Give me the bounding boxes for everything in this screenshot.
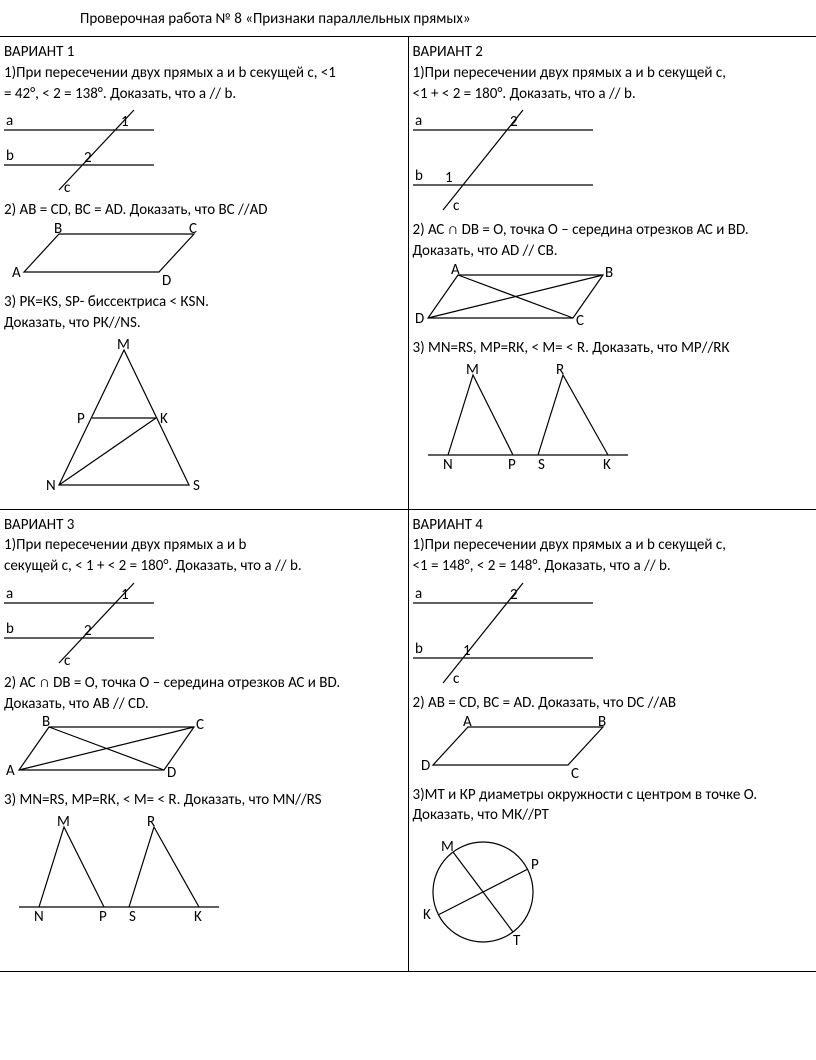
svg-text:c: c [64,652,71,668]
svg-text:N: N [443,456,453,470]
svg-text:M: M [441,838,454,856]
svg-text:2: 2 [84,149,92,167]
svg-text:R: R [556,361,564,379]
variant-2-cell: ВАРИАНТ 2 1)При пересечении двух прямых … [408,37,816,510]
svg-text:a: a [6,585,13,603]
svg-text:c: c [64,179,71,195]
svg-text:C: C [196,716,204,734]
text-line: Доказать, что РК//NS. [4,314,404,333]
text-line: 1)При пересечении двух прямых a и b секу… [413,64,813,83]
variant-heading: ВАРИАНТ 4 [413,516,813,535]
svg-text:B: B [42,715,50,731]
diagram-transversal-4: a b c 2 1 [413,578,813,688]
svg-text:a: a [415,112,422,130]
svg-text:C: C [571,765,579,780]
text-line: секущей c, < 1 + < 2 = 180°. Доказать, ч… [4,557,404,576]
svg-text:b: b [6,620,14,638]
svg-text:M: M [57,813,70,831]
svg-text:c: c [453,197,460,215]
svg-text:1: 1 [121,586,129,604]
svg-text:D: D [167,764,176,782]
diagram-parallelogram-4: A B D C [413,715,813,780]
svg-text:S: S [129,908,136,922]
svg-text:A: A [451,263,460,279]
svg-text:B: B [54,222,62,238]
svg-text:T: T [513,932,521,950]
svg-text:N: N [34,908,44,922]
svg-text:M: M [466,361,479,379]
text-line: Доказать, что АВ // CD. [4,695,404,714]
text-line: 3) РК=КS, SР- биссектриса < КSN. [4,293,404,312]
svg-text:P: P [508,456,516,470]
variant-heading: ВАРИАНТ 2 [413,43,813,62]
text-line: Доказать, что АD // CВ. [413,242,813,261]
text-line: Доказать, что МК//РТ [413,806,813,825]
text-line: <1 = 148°, < 2 = 148°. Доказать, что a /… [413,557,813,576]
text-line: 2) АС ∩ DВ = О, точка О – середина отрез… [4,674,404,693]
svg-text:K: K [194,908,202,922]
svg-text:D: D [421,757,430,775]
diagram-transversal-3: a b c 1 2 [4,578,404,668]
svg-text:K: K [603,456,611,470]
variant-heading: ВАРИАНТ 3 [4,516,404,535]
svg-text:b: b [415,640,423,658]
text-line: 2) АВ = СD, ВС = АD. Доказать, что DС //… [413,694,813,713]
svg-text:b: b [6,147,14,165]
diagram-transversal-1: a b c 1 2 [4,105,404,195]
svg-text:a: a [415,585,422,603]
diagram-transversal-2: a b c 2 1 [413,105,813,215]
text-line: 2) АВ = СD, ВС = АD. Доказать, что ВС //… [4,201,404,220]
text-line: <1 + < 2 = 180°. Доказать, что a // b. [413,85,813,104]
text-line: 3) МN=RS, МР=RК, < М= < R. Доказать, что… [413,339,813,358]
svg-text:1: 1 [463,642,471,660]
svg-text:1: 1 [445,169,453,187]
svg-text:P: P [77,410,85,428]
variant-1-cell: ВАРИАНТ 1 1)При пересечении двух прямых … [0,37,408,510]
svg-text:K: K [160,410,168,428]
svg-text:C: C [576,312,584,330]
svg-text:C: C [189,222,197,238]
svg-text:B: B [605,264,613,282]
svg-text:1: 1 [121,113,129,131]
variant-3-cell: ВАРИАНТ 3 1)При пересечении двух прямых … [0,509,408,972]
text-line: 1)При пересечении двух прямых a и b [4,536,404,555]
svg-text:b: b [415,167,423,185]
variant-heading: ВАРИАНТ 1 [4,43,404,62]
svg-text:R: R [147,813,155,831]
svg-text:A: A [12,264,21,282]
svg-text:2: 2 [510,586,518,604]
text-line: 2) АС ∩ DВ = О, точка О – середина отрез… [413,221,813,240]
text-line: 1)При пересечении двух прямых a и b секу… [413,536,813,555]
text-line: 3)МТ и КР диаметры окружности с центром … [413,786,813,805]
diagram-two-tri-3: M R N P S K [4,812,404,922]
diagram-quad-diag-2: A B D C [413,263,813,333]
svg-text:K: K [423,906,431,924]
svg-text:a: a [6,112,13,130]
svg-text:P: P [99,908,107,922]
svg-text:D: D [415,310,424,328]
svg-text:N: N [46,477,56,495]
text-line: 3) МN=RS, МР=RК, < М= < R. Доказать, что… [4,791,404,810]
svg-text:S: S [538,456,545,470]
svg-text:P: P [531,856,539,874]
diagram-triangle-1: M P K N S [4,335,404,495]
text-line: = 42°, < 2 = 138°. Доказать, что a // b. [4,85,404,104]
svg-text:A: A [463,715,472,731]
page-title: Проверочная работа № 8 «Признаки паралле… [0,0,816,36]
svg-text:S: S [193,477,200,495]
diagram-quad-diag-3: B C A D [4,715,404,785]
diagram-circle-4: M P K T [413,827,813,957]
svg-text:c: c [453,670,460,688]
variant-table: ВАРИАНТ 1 1)При пересечении двух прямых … [0,36,816,972]
svg-text:2: 2 [84,622,92,640]
svg-text:A: A [6,762,15,780]
svg-text:2: 2 [510,113,518,131]
text-line: 1)При пересечении двух прямых a и b секу… [4,64,404,83]
diagram-parallelogram-1: B C A D [4,222,404,287]
svg-text:M: M [117,336,130,354]
diagram-two-tri-2: M R N P S K [413,360,813,470]
variant-4-cell: ВАРИАНТ 4 1)При пересечении двух прямых … [408,509,816,972]
svg-text:B: B [598,715,606,731]
svg-text:D: D [162,272,171,287]
